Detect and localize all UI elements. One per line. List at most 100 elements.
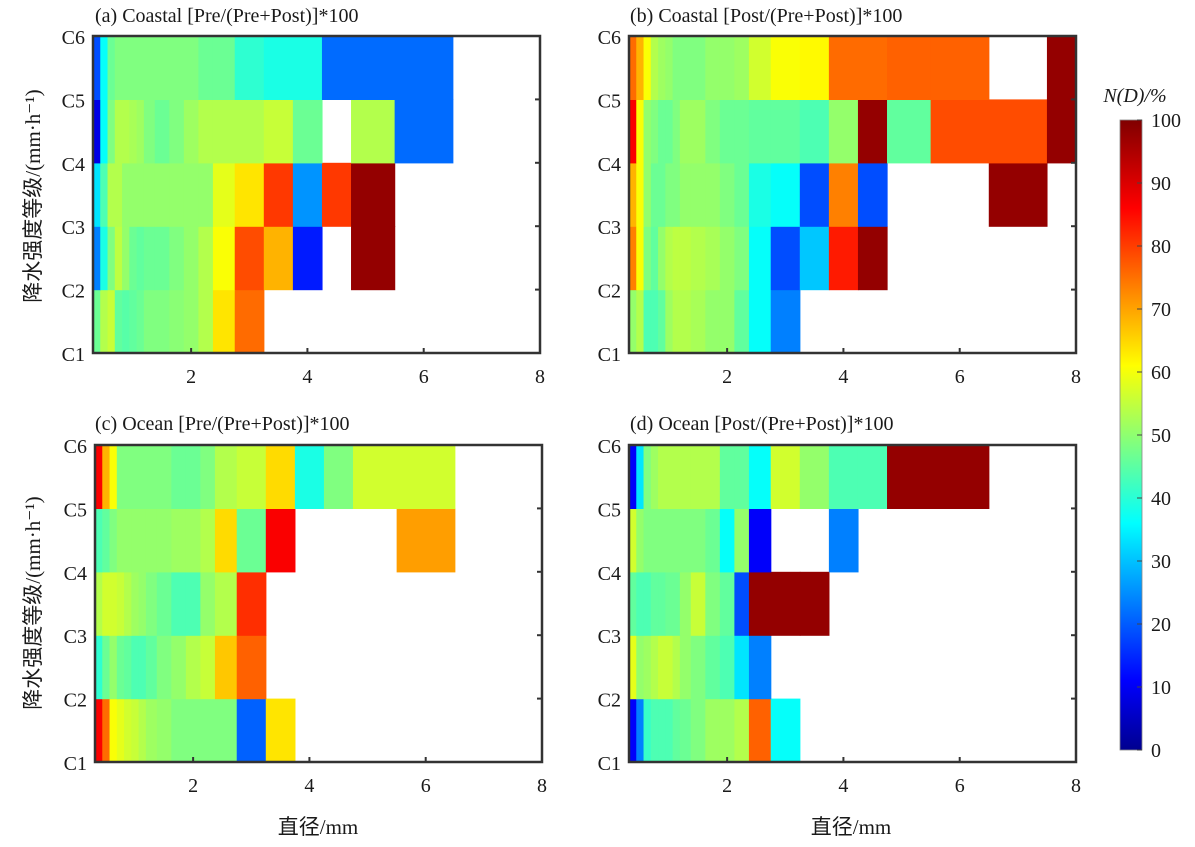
y-tick-label: C1 — [62, 344, 85, 366]
heatmap-cell — [748, 508, 772, 573]
x-tick-label: 4 — [838, 775, 848, 797]
colorbar-tick-label: 20 — [1151, 614, 1171, 636]
heatmap-cell — [629, 162, 637, 227]
heatmap-cell — [292, 99, 323, 164]
heatmap-cell — [690, 226, 706, 291]
panel-c-cells — [95, 445, 456, 763]
x-tick-label: 2 — [722, 366, 732, 388]
heatmap-cell — [200, 698, 216, 763]
x-tick-label: 4 — [304, 775, 314, 797]
x-tick-label: 6 — [955, 366, 965, 388]
x-tick-label: 2 — [188, 775, 198, 797]
y-tick-label: C5 — [598, 90, 621, 112]
heatmap-cell — [629, 508, 637, 573]
heatmap-cell — [102, 698, 111, 763]
x-axis-label-left: 直径/mm — [278, 815, 359, 839]
heatmap-cell — [136, 162, 145, 227]
heatmap-cell — [658, 226, 666, 291]
heatmap-cell — [124, 698, 132, 763]
heatmap-cell — [185, 635, 201, 700]
heatmap-cell — [321, 36, 352, 100]
x-tick-label: 6 — [955, 775, 965, 797]
heatmap-cell — [100, 226, 109, 291]
heatmap-cell — [650, 698, 659, 763]
heatmap-cell — [154, 36, 170, 100]
heatmap-cell — [679, 226, 692, 291]
heatmap-cell — [214, 445, 238, 509]
panel-c: (c) Ocean [Pre/(Pre+Post)]*100 2 4 6 8 C1 C2 C… — [64, 413, 547, 797]
heatmap-cell — [665, 698, 674, 763]
heatmap-cell — [214, 698, 238, 763]
heatmap-cell — [169, 289, 185, 354]
heatmap-cell — [734, 36, 750, 100]
x-tick-label: 8 — [1071, 775, 1081, 797]
heatmap-cell — [109, 635, 118, 700]
panel-a: (a) Coastal [Pre/(Pre+Post)]*100 2 4 6 8 C1 C… — [62, 5, 545, 388]
heatmap-cell — [95, 571, 103, 636]
heatmap-cell — [200, 571, 216, 636]
heatmap-cell — [665, 508, 674, 573]
heatmap-cell — [156, 571, 172, 636]
heatmap-cell — [643, 36, 652, 100]
heatmap-cell — [136, 289, 145, 354]
x-tick-label: 2 — [186, 366, 196, 388]
panel-d-axes: 2 4 6 8 C1 C2 C3 C4 C5 C6 — [598, 436, 1081, 797]
heatmap-cell — [95, 635, 103, 700]
heatmap-cell — [672, 99, 681, 164]
heatmap-cell — [770, 162, 801, 227]
heatmap-cell — [857, 162, 888, 227]
heatmap-cell — [636, 36, 645, 100]
heatmap-cell — [665, 635, 674, 700]
heatmap-cell — [705, 445, 721, 509]
colorbar-title: N(D)/% — [1102, 85, 1166, 107]
heatmap-cell — [828, 445, 859, 509]
x-tick-label: 4 — [838, 366, 848, 388]
heatmap-cell — [705, 162, 721, 227]
panel-d: (d) Ocean [Post/(Pre+Post)]*100 2 4 6 8 C1 C2… — [598, 413, 1081, 797]
y-tick-label: C2 — [62, 281, 85, 303]
heatmap-cell — [136, 99, 145, 164]
heatmap-cell — [263, 99, 294, 164]
heatmap-cell — [650, 289, 659, 354]
heatmap-cell — [679, 99, 692, 164]
heatmap-cell — [828, 508, 859, 573]
heatmap-cell — [705, 508, 721, 573]
heatmap-cell — [102, 445, 111, 509]
heatmap-cell — [154, 289, 170, 354]
heatmap-cell — [143, 99, 156, 164]
heatmap-cell — [154, 99, 170, 164]
heatmap-cell — [236, 698, 267, 763]
plot-frame — [627, 443, 1078, 764]
heatmap-cell — [643, 445, 652, 509]
heatmap-cell — [100, 162, 109, 227]
heatmap-cell — [116, 698, 125, 763]
heatmap-cell — [169, 36, 185, 100]
heatmap-cell — [672, 571, 681, 636]
heatmap-cell — [236, 445, 267, 509]
heatmap-cell — [658, 698, 666, 763]
heatmap-cell — [265, 508, 296, 573]
heatmap-cell — [107, 226, 116, 291]
plot-frame — [91, 34, 542, 355]
colorbar-tick-label: 80 — [1151, 236, 1171, 258]
heatmap-cell — [690, 445, 706, 509]
heatmap-cell — [109, 698, 118, 763]
heatmap-cell — [93, 289, 101, 354]
heatmap-cell — [658, 289, 666, 354]
heatmap-cell — [116, 571, 125, 636]
heatmap-cell — [650, 571, 659, 636]
heatmap-cell — [748, 698, 772, 763]
heatmap-cell — [351, 226, 396, 291]
plot-frame — [93, 443, 544, 764]
heatmap-cell — [770, 445, 801, 509]
heatmap-cell — [690, 508, 706, 573]
heatmap-cell — [665, 571, 674, 636]
heatmap-cell — [857, 226, 888, 291]
colorbar-tick-label: 0 — [1151, 740, 1161, 762]
heatmap-cell — [887, 99, 932, 164]
heatmap-cell — [672, 508, 681, 573]
heatmap-cell — [719, 162, 735, 227]
heatmap-cell — [734, 289, 750, 354]
heatmap-cell — [770, 36, 801, 100]
heatmap-cell — [679, 36, 692, 100]
